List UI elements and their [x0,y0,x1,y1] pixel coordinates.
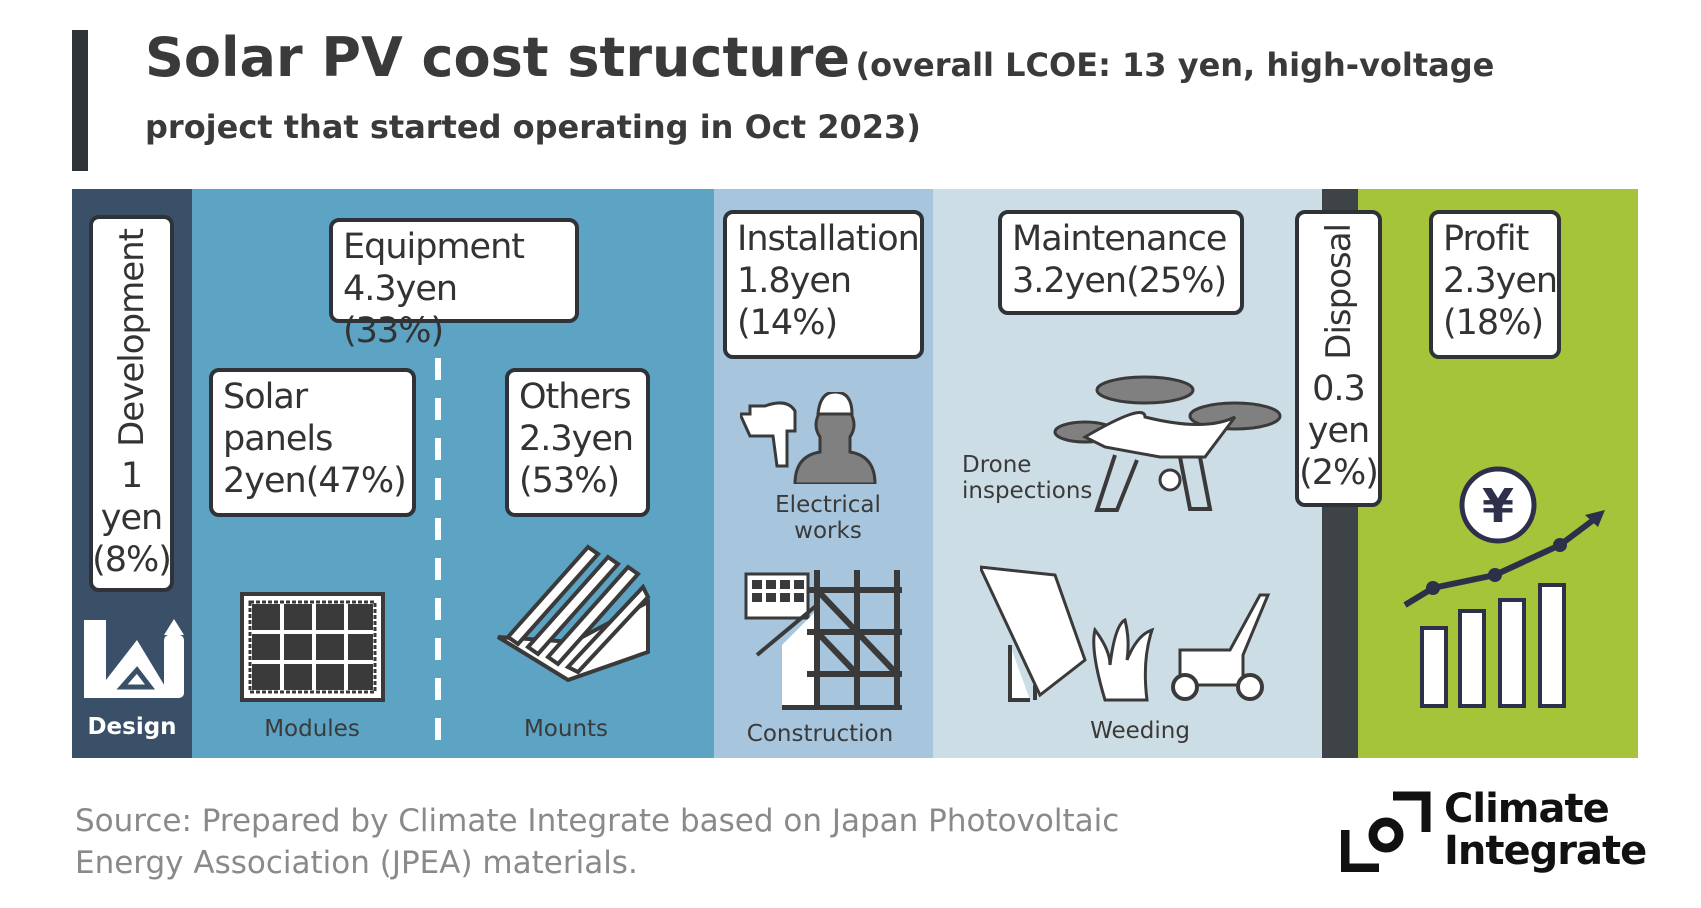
development-label: Development [111,229,152,447]
title-sub: (overall LCOE: 13 yen, high-voltage proj… [145,46,1495,146]
solar-panels-label-1: Solar [223,377,308,417]
others-box: Others 2.3yen (53%) [505,368,650,517]
logo-text-1: Climate [1444,786,1610,832]
development-box: Development 1 yen (8%) [89,215,174,592]
electrician-drill-icon [740,392,877,484]
design-tools-icon [84,619,184,698]
others-label: Others [519,377,632,417]
source-line-1: Source: Prepared by Climate Integrate ba… [75,803,1120,839]
profit-label: Profit [1443,219,1529,259]
electrical-works-label: Electrical works [775,492,881,544]
source-line-2: Energy Association (JPEA) materials. [75,845,638,881]
installation-pct: (14%) [737,303,838,343]
svg-text:¥: ¥ [1482,479,1514,533]
equipment-label: Equipment [343,227,525,267]
profit-pct: (18%) [1443,303,1544,343]
solar-panels-value: 2yen(47%) [223,461,407,501]
source-note: Source: Prepared by Climate Integrate ba… [75,800,1119,884]
solar-module-icon [240,592,385,702]
title-accent-bar [72,30,88,171]
construction-label: Construction [746,721,894,747]
others-pct: (53%) [519,461,620,501]
maintenance-label: Maintenance [1012,219,1227,259]
installation-box: Installation 1.8yen (14%) [723,210,924,359]
equipment-box: Equipment 4.3yen (33%) [329,218,579,351]
mounting-frame-icon [496,544,651,682]
design-label: Design [87,714,177,740]
profit-box: Profit 2.3yen (18%) [1429,210,1561,359]
equipment-divider [435,358,441,754]
equipment-value: 4.3yen (33%) [343,269,458,351]
weeding-icon [980,565,1271,702]
mounts-label: Mounts [523,716,609,742]
weeding-label: Weeding [1090,718,1190,744]
solar-panels-box: Solar panels 2yen(47%) [209,368,416,517]
development-value-1: 1 [120,455,143,496]
disposal-label: Disposal [1318,224,1359,360]
disposal-pct: (2%) [1299,452,1379,493]
logo-text-2: Integrate [1444,828,1647,874]
profit-value: 2.3yen [1443,261,1558,301]
maintenance-value: 3.2yen(25%) [1012,261,1227,301]
disposal-box: Disposal 0.3 yen (2%) [1295,210,1382,507]
drone-icon [1053,375,1282,512]
development-pct: (8%) [92,539,172,580]
modules-label: Modules [264,716,360,742]
title-main: Solar PV cost structure [145,26,850,89]
drone-inspections-label: Drone inspections [962,452,1093,504]
others-value: 2.3yen [519,419,634,459]
profit-growth-icon: ¥ [1403,466,1605,708]
solar-panels-label-2: panels [223,419,333,459]
maintenance-box: Maintenance 3.2yen(25%) [998,210,1244,315]
page-title: Solar PV cost structure (overall LCOE: 1… [145,30,1545,161]
development-value-2: yen [100,497,163,538]
logo-mark-icon [1341,791,1431,872]
installation-label: Installation [737,219,920,259]
disposal-value-1: 0.3 [1312,368,1366,409]
installation-value: 1.8yen [737,261,852,301]
disposal-value-2: yen [1307,410,1370,451]
construction-scaffold-icon [744,570,902,710]
